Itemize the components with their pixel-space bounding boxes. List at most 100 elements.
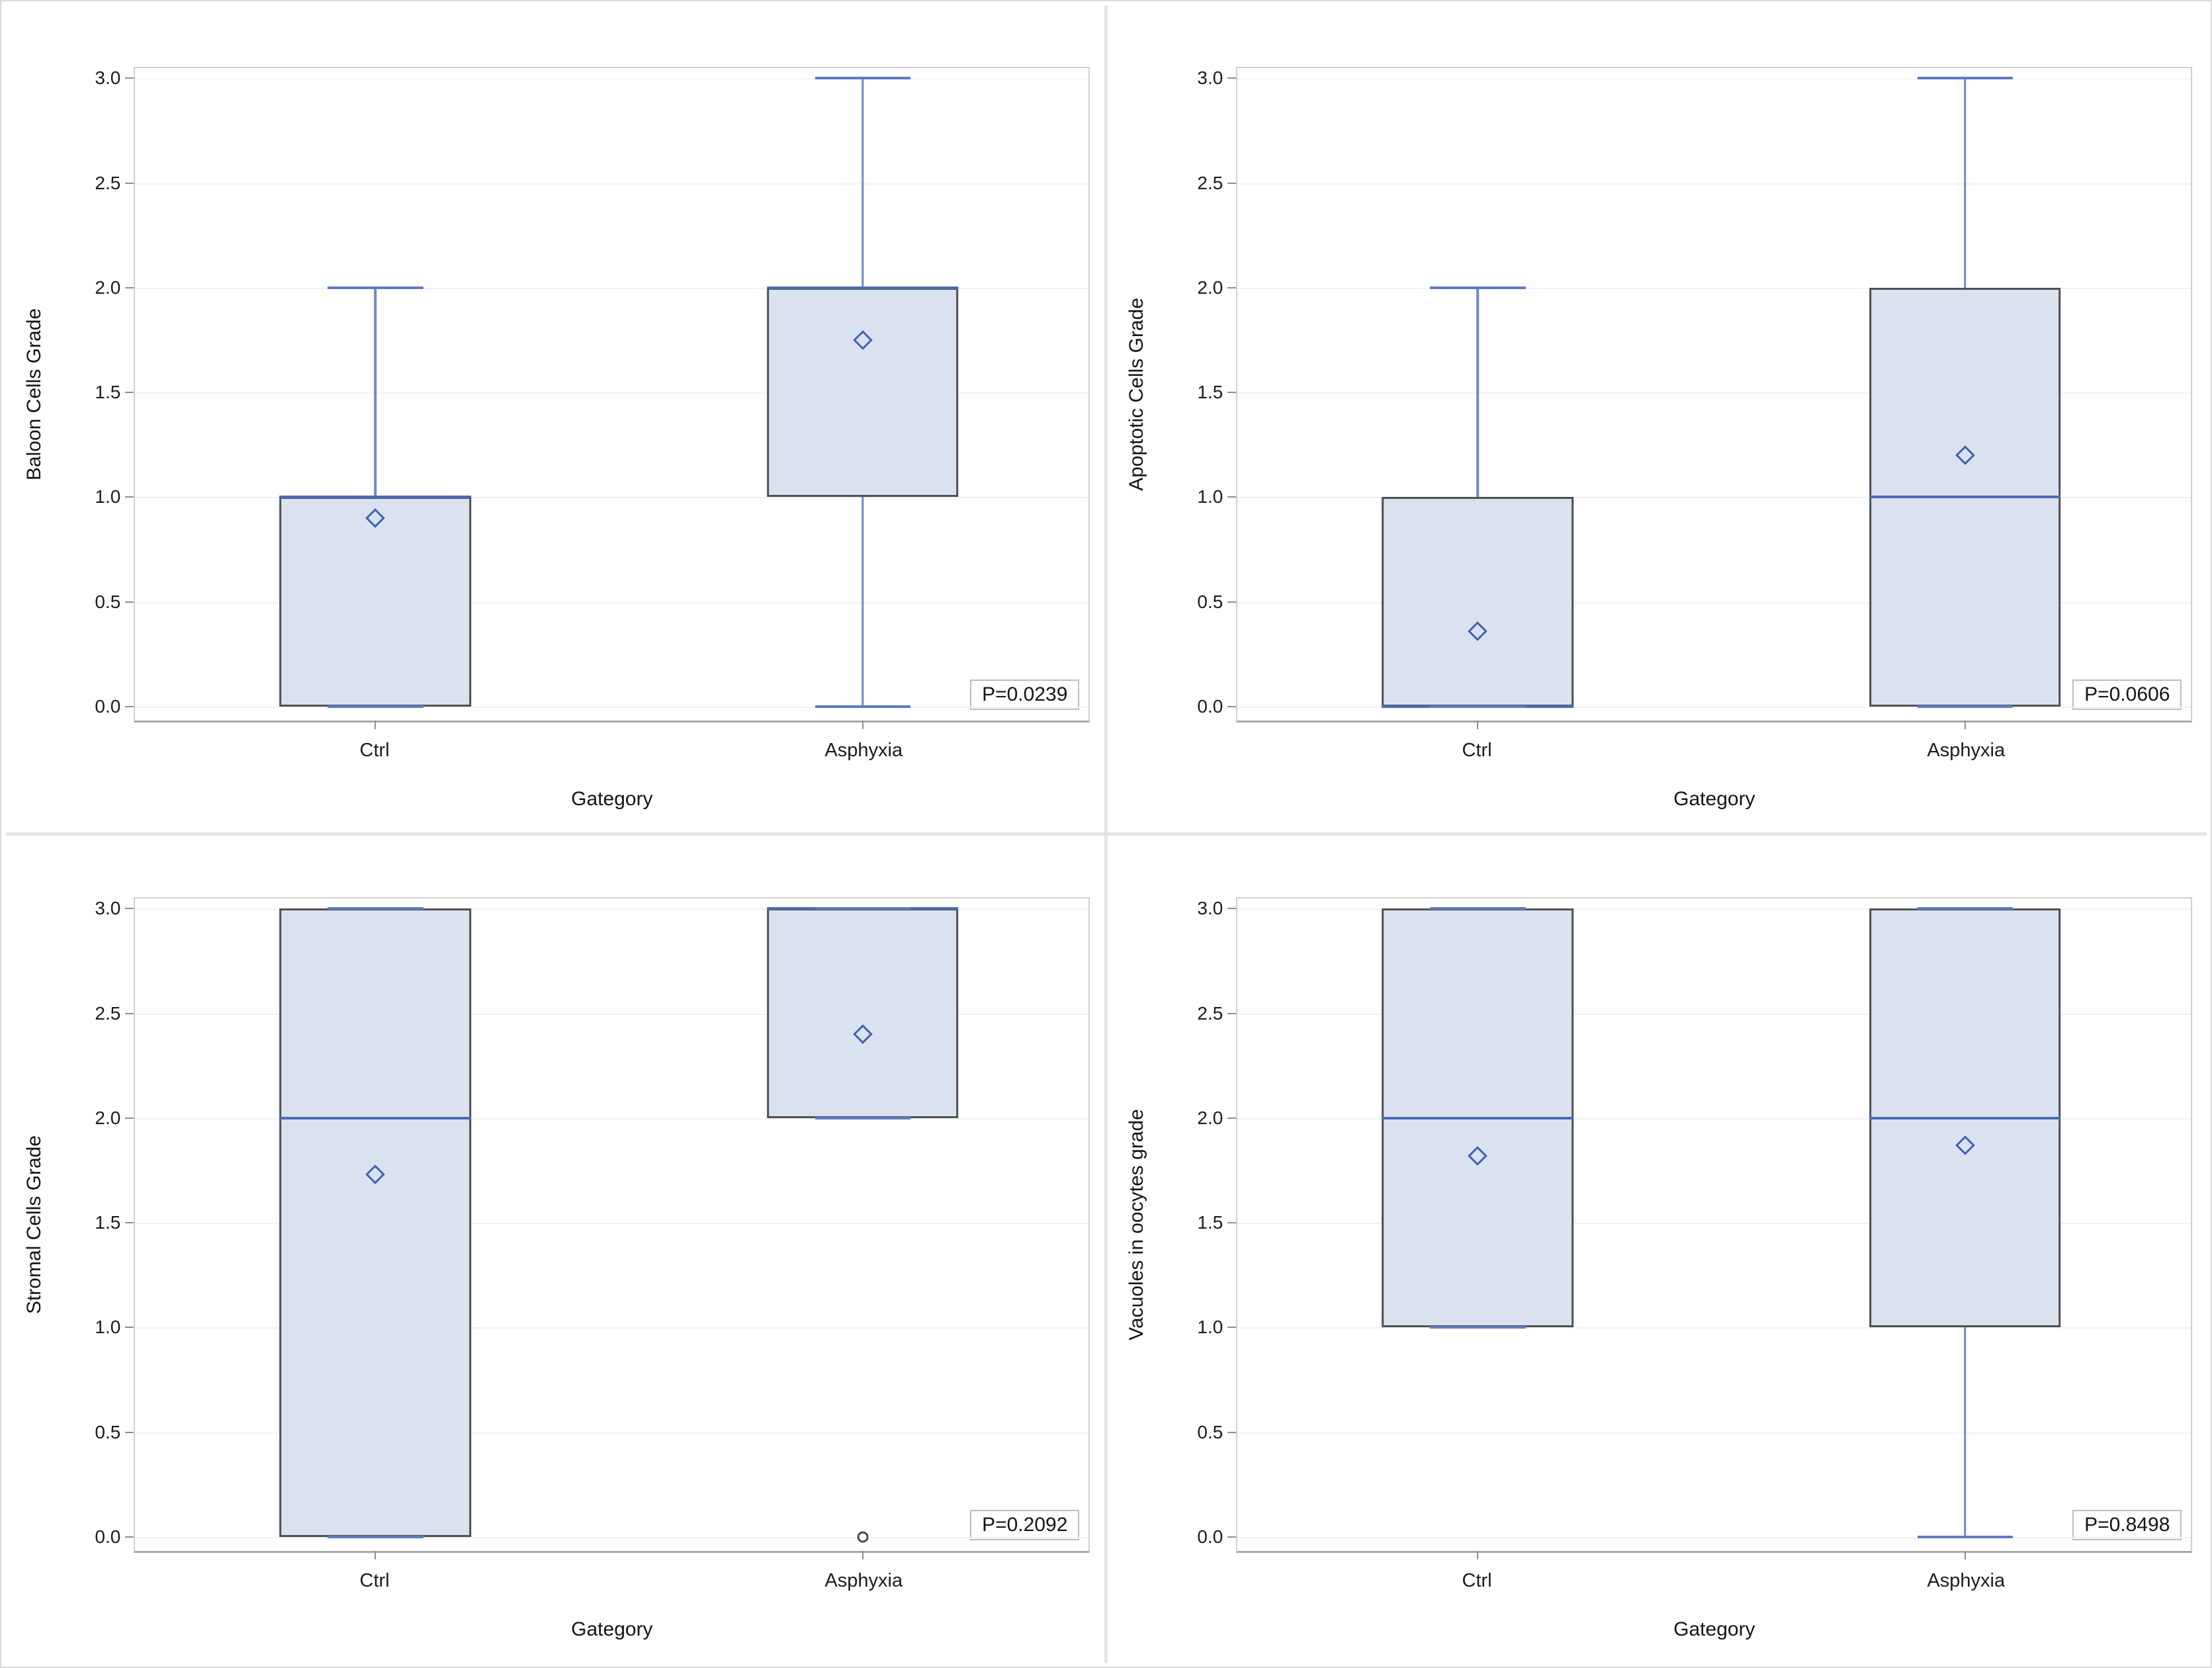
y-tick-mark bbox=[125, 1327, 134, 1329]
plot-area: P=0.8498 0.0 0.5 1.0 1.5 2.0 2.5 3.0 bbox=[1197, 897, 2193, 1559]
y-tick-label: 1.0 bbox=[1197, 1317, 1223, 1338]
upper-whisker bbox=[374, 287, 377, 498]
upper-whisker bbox=[1964, 78, 1967, 288]
y-tick-mark bbox=[1227, 286, 1237, 288]
upper-whisker-cap bbox=[1917, 77, 2013, 80]
gridline bbox=[135, 78, 1089, 80]
y-tick-label: 0.5 bbox=[95, 1421, 121, 1442]
gridline bbox=[135, 392, 1089, 394]
upper-whisker-cap bbox=[815, 907, 910, 910]
gridline bbox=[135, 1013, 1089, 1015]
x-tick-mark bbox=[375, 720, 376, 729]
y-tick-mark bbox=[125, 908, 134, 910]
iqr-box bbox=[279, 908, 472, 1538]
gridline bbox=[135, 497, 1089, 499]
p-value-box: P=0.8498 bbox=[2072, 1509, 2182, 1540]
lower-whisker-cap bbox=[815, 705, 910, 709]
gridline bbox=[1237, 287, 2191, 289]
p-value-box: P=0.0239 bbox=[970, 679, 1080, 710]
lower-whisker-cap bbox=[815, 1116, 910, 1119]
y-tick-label: 0.0 bbox=[1197, 696, 1223, 717]
gridline bbox=[135, 601, 1089, 603]
y-tick-label: 3.0 bbox=[95, 898, 121, 919]
upper-whisker-cap bbox=[1917, 907, 2013, 910]
gridline bbox=[1237, 1118, 2191, 1119]
x-tick-mark bbox=[1964, 720, 1966, 729]
gridline bbox=[1237, 183, 2191, 185]
gridline bbox=[135, 1223, 1089, 1225]
y-tick-label: 1.0 bbox=[95, 486, 121, 507]
x-category-label: Asphyxia bbox=[824, 740, 903, 761]
y-tick-mark bbox=[1227, 496, 1237, 498]
x-tick-mark bbox=[1477, 1550, 1479, 1559]
y-tick-label: 0.5 bbox=[95, 591, 121, 612]
y-tick-label: 0.0 bbox=[95, 1526, 121, 1548]
y-tick-label: 3.0 bbox=[1197, 898, 1223, 919]
gridline bbox=[1237, 1432, 2191, 1434]
y-axis-title: Apoptotic Cells Grade bbox=[1126, 297, 1147, 491]
y-tick-mark bbox=[125, 77, 134, 79]
lower-whisker bbox=[1964, 1327, 1967, 1538]
gridline bbox=[135, 707, 1089, 709]
y-tick-mark bbox=[1227, 1222, 1237, 1224]
y-tick-mark bbox=[125, 286, 134, 288]
x-category-label: Ctrl bbox=[359, 1570, 390, 1591]
gridline bbox=[1237, 707, 2191, 709]
gridline bbox=[135, 1118, 1089, 1119]
gridline bbox=[135, 1432, 1089, 1434]
y-tick-mark bbox=[1227, 706, 1237, 708]
y-tick-mark bbox=[125, 496, 134, 498]
y-tick-mark bbox=[1227, 1431, 1237, 1433]
plot-area: P=0.0239 0.0 0.5 1.0 1.5 2.0 2.5 3.0 bbox=[95, 66, 1090, 729]
y-tick-mark bbox=[125, 182, 134, 184]
y-axis-title: Baloon Cells Grade bbox=[23, 308, 45, 480]
x-tick-mark bbox=[862, 1550, 863, 1559]
iqr-box bbox=[279, 497, 472, 707]
gridline bbox=[1237, 392, 2191, 394]
gridline bbox=[1237, 1537, 2191, 1539]
x-category-label: Asphyxia bbox=[1927, 740, 2006, 761]
plot-area: P=0.0606 0.0 0.5 1.0 1.5 2.0 2.5 3.0 bbox=[1197, 66, 2193, 729]
gridline bbox=[1237, 1327, 2191, 1329]
gridline bbox=[135, 908, 1089, 910]
median-line bbox=[767, 286, 959, 289]
iqr-box bbox=[1382, 497, 1574, 707]
y-tick-mark bbox=[125, 1117, 134, 1119]
y-tick-label: 2.5 bbox=[1197, 172, 1223, 193]
gridline bbox=[1237, 1013, 2191, 1015]
median-line bbox=[1869, 1116, 2061, 1119]
iqr-box bbox=[767, 287, 959, 498]
x-category-label: Ctrl bbox=[359, 740, 390, 761]
x-category-label: Ctrl bbox=[1462, 1570, 1492, 1591]
y-tick-label: 3.0 bbox=[95, 67, 121, 89]
y-tick-mark bbox=[125, 392, 134, 394]
x-category-label: Asphyxia bbox=[824, 1570, 903, 1591]
panel-apoptotic-cells: Apoptotic Cells Grade P=0.0606 0.0 0.5 1.0… bbox=[1108, 5, 2207, 832]
y-tick-mark bbox=[1227, 1327, 1237, 1329]
gridline bbox=[1237, 497, 2191, 499]
y-tick-label: 1.0 bbox=[1197, 486, 1223, 507]
upper-whisker-cap bbox=[328, 286, 423, 289]
gridline bbox=[135, 1537, 1089, 1539]
x-axis-title: Gategory bbox=[571, 787, 653, 810]
y-tick-label: 1.5 bbox=[95, 382, 121, 403]
x-category-label: Ctrl bbox=[1462, 740, 1492, 761]
lower-whisker-cap bbox=[1917, 705, 2013, 709]
y-tick-mark bbox=[1227, 182, 1237, 184]
upper-whisker-cap bbox=[1430, 286, 1526, 289]
x-tick-mark bbox=[862, 720, 863, 729]
y-tick-label: 2.5 bbox=[95, 172, 121, 193]
y-tick-label: 3.0 bbox=[1197, 67, 1223, 89]
gridline bbox=[135, 1327, 1089, 1329]
y-tick-label: 2.0 bbox=[95, 277, 121, 298]
y-tick-mark bbox=[125, 1431, 134, 1433]
y-tick-label: 2.0 bbox=[1197, 277, 1223, 298]
x-tick-mark bbox=[375, 1550, 376, 1559]
gridline bbox=[1237, 601, 2191, 603]
lower-whisker-cap bbox=[328, 1536, 423, 1539]
upper-whisker-cap bbox=[815, 77, 910, 80]
outlier-point bbox=[857, 1531, 869, 1543]
y-axis-title: Stromal Cells Grade bbox=[23, 1135, 45, 1314]
y-tick-mark bbox=[1227, 1012, 1237, 1014]
